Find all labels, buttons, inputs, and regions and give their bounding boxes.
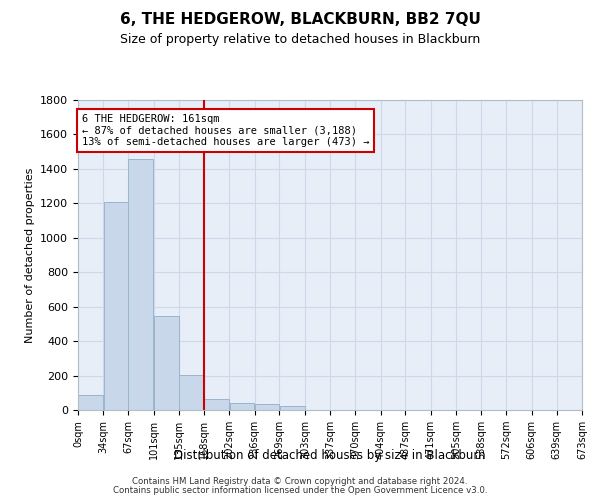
Bar <box>154 316 179 410</box>
Bar <box>179 374 203 410</box>
Text: Distribution of detached houses by size in Blackburn: Distribution of detached houses by size … <box>174 450 486 462</box>
Bar <box>104 202 128 410</box>
Text: Contains public sector information licensed under the Open Government Licence v3: Contains public sector information licen… <box>113 486 487 495</box>
Bar <box>255 404 279 410</box>
Bar <box>78 394 103 410</box>
Bar <box>128 158 154 410</box>
Y-axis label: Number of detached properties: Number of detached properties <box>25 168 35 342</box>
Bar <box>280 406 305 410</box>
Text: 6 THE HEDGEROW: 161sqm
← 87% of detached houses are smaller (3,188)
13% of semi-: 6 THE HEDGEROW: 161sqm ← 87% of detached… <box>82 114 369 147</box>
Bar <box>204 399 229 410</box>
Text: Contains HM Land Registry data © Crown copyright and database right 2024.: Contains HM Land Registry data © Crown c… <box>132 477 468 486</box>
Text: 6, THE HEDGEROW, BLACKBURN, BB2 7QU: 6, THE HEDGEROW, BLACKBURN, BB2 7QU <box>119 12 481 28</box>
Text: Size of property relative to detached houses in Blackburn: Size of property relative to detached ho… <box>120 32 480 46</box>
Bar <box>230 403 254 410</box>
